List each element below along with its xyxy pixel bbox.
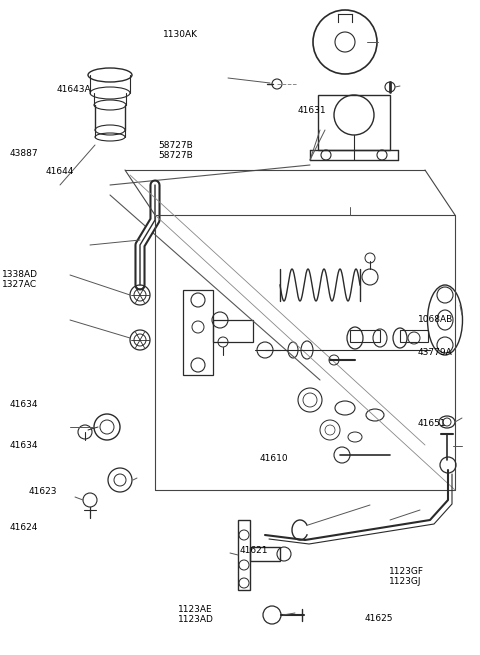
Text: 41624: 41624 (10, 523, 38, 532)
Bar (183, 290, 213, 375)
Text: 41643A: 41643A (57, 85, 91, 94)
Text: 41634: 41634 (10, 400, 38, 409)
Bar (350, 330, 380, 342)
Text: 43887: 43887 (10, 149, 38, 158)
Text: 1068AB: 1068AB (418, 315, 453, 324)
Text: 41631: 41631 (298, 105, 326, 115)
Text: 58727B
58727B: 58727B 58727B (158, 141, 193, 160)
Text: 1338AD
1327AC: 1338AD 1327AC (2, 270, 38, 290)
Text: 41610: 41610 (259, 454, 288, 463)
Text: 1130AK: 1130AK (163, 30, 198, 39)
Text: 41623: 41623 (29, 487, 57, 496)
Text: 41651: 41651 (418, 419, 446, 428)
Bar (250, 547, 280, 561)
Text: 43779A: 43779A (418, 348, 452, 357)
Text: 1123AE
1123AD: 1123AE 1123AD (178, 605, 214, 624)
Bar (400, 330, 428, 342)
Bar (213, 320, 253, 342)
Text: 41644: 41644 (46, 167, 74, 176)
Text: 41621: 41621 (240, 546, 268, 555)
Text: 1123GF
1123GJ: 1123GF 1123GJ (389, 567, 424, 586)
Bar (238, 520, 250, 590)
Bar (318, 95, 390, 150)
Text: 41625: 41625 (365, 614, 393, 624)
Text: 41634: 41634 (10, 441, 38, 450)
